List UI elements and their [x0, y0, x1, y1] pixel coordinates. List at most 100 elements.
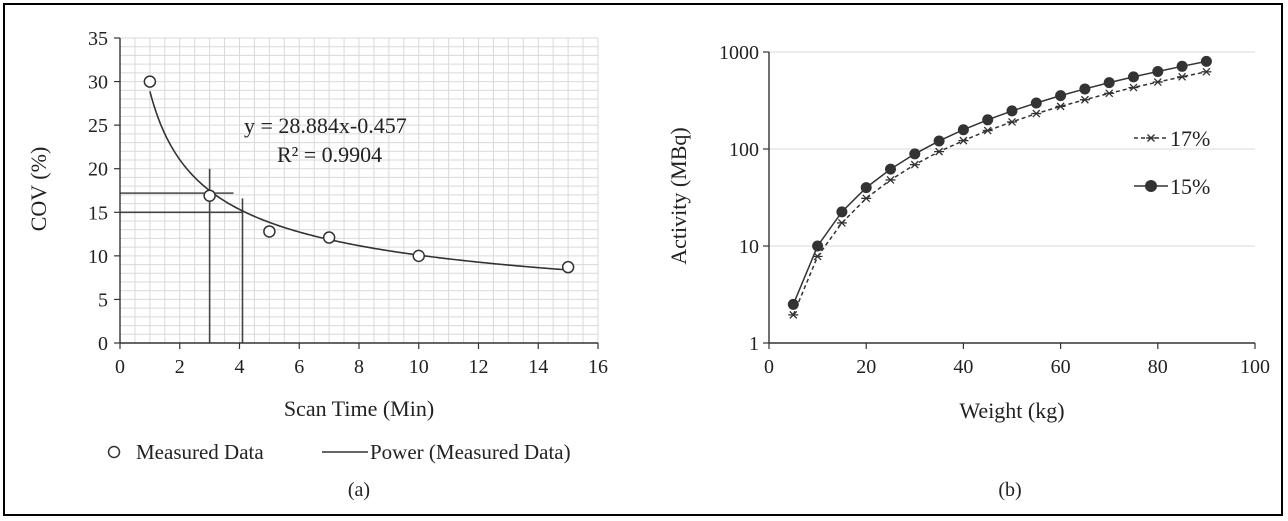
- legend-17-label: 17%: [1170, 126, 1210, 151]
- series-line-15: [792, 60, 1207, 305]
- legend-17-asterisk: [1146, 134, 1156, 142]
- asterisk-stroke: [1056, 102, 1065, 111]
- data-point-measured: [322, 231, 336, 244]
- chart-b: 0 20 40 60 80 100 1 10 100 1000 Weight (kg) Activ…: [666, 42, 1270, 501]
- asterisk-stroke: [1147, 134, 1155, 142]
- data-point-15: [1006, 105, 1018, 117]
- data-point-17: [1152, 78, 1163, 87]
- chart-b-ylabel: Activity (MBq): [666, 127, 691, 265]
- asterisk-stroke: [1032, 109, 1041, 118]
- y-tick-label: 15: [88, 202, 108, 224]
- data-point-15: [909, 148, 921, 160]
- x-tick-label: 4: [235, 356, 245, 378]
- legend-15-label: 15%: [1170, 174, 1210, 199]
- x-tick-label: 14: [528, 356, 548, 378]
- data-point-measured: [143, 75, 157, 88]
- chart-a-legend: Measured Data Power (Measured Data): [107, 440, 571, 464]
- data-point-measured: [561, 260, 575, 274]
- chart-a-trendline: [149, 91, 569, 271]
- y-tick-label: 30: [88, 72, 108, 94]
- data-point-15: [1103, 77, 1115, 89]
- chart-a-r-squared: R² = 0.9904: [277, 142, 382, 167]
- data-point-15: [1152, 65, 1164, 77]
- data-point-17: [1007, 118, 1017, 126]
- x-tick-label: 2: [175, 356, 185, 378]
- chart-b-axes: [768, 52, 1255, 344]
- x-tick-label: 0: [764, 356, 774, 378]
- x-tick-label: 10: [409, 356, 429, 378]
- chart-b-ticks: 0 20 40 60 80 100 1 10 100 1000: [719, 42, 1270, 378]
- data-point-17: [1079, 95, 1090, 104]
- chart-b-xlabel: Weight (kg): [959, 398, 1064, 423]
- asterisk-stroke: [837, 218, 846, 227]
- y-tick-label: 10: [739, 236, 759, 258]
- data-point-15: [885, 163, 896, 175]
- y-tick-label: 5: [98, 289, 108, 311]
- asterisk-stroke: [862, 194, 871, 203]
- x-tick-label: 40: [953, 356, 973, 378]
- legend-power-label: Power (Measured Data): [370, 440, 571, 464]
- data-point-17: [1055, 102, 1066, 111]
- x-tick-label: 16: [588, 356, 608, 378]
- data-point-15: [1079, 83, 1091, 95]
- data-point-15: [1176, 60, 1188, 72]
- data-point-17: [1201, 67, 1212, 76]
- x-tick-label: 8: [354, 356, 364, 378]
- data-point-15: [812, 240, 824, 252]
- x-tick-label: 12: [469, 356, 489, 378]
- asterisk-stroke: [983, 126, 992, 135]
- data-point-measured: [203, 189, 216, 202]
- data-point-15: [1128, 71, 1139, 83]
- x-tick-label: 60: [1051, 356, 1071, 378]
- y-tick-label: 20: [88, 159, 108, 181]
- x-tick-label: 100: [1240, 356, 1270, 378]
- asterisk-stroke: [959, 136, 968, 145]
- data-point-17: [982, 126, 993, 135]
- legend-15-marker: [1145, 180, 1157, 192]
- x-tick-label: 20: [856, 356, 876, 378]
- data-point-17: [788, 310, 799, 319]
- data-point-17: [861, 194, 872, 203]
- series-line-17: [792, 71, 1207, 316]
- x-tick-label: 0: [115, 356, 125, 378]
- chart-a-grid: [119, 37, 599, 344]
- y-tick-label: 1: [749, 333, 759, 355]
- asterisk-stroke: [1178, 72, 1187, 81]
- chart-a-caption: (a): [348, 479, 370, 501]
- chart-b-caption: (b): [998, 479, 1021, 501]
- asterisk-stroke: [813, 252, 822, 261]
- legend-measured-marker: [107, 445, 121, 459]
- data-point-17: [836, 218, 847, 227]
- legend-measured-label: Measured Data: [136, 440, 264, 464]
- data-point-measured: [263, 225, 276, 238]
- data-point-17: [934, 147, 945, 156]
- data-point-15: [982, 114, 994, 126]
- asterisk-stroke: [910, 160, 919, 169]
- data-point-17: [909, 160, 920, 169]
- chart-b-series: [787, 55, 1212, 319]
- asterisk-stroke: [1153, 78, 1162, 87]
- data-point-15: [1030, 97, 1042, 109]
- y-tick-label: 1000: [719, 42, 759, 64]
- y-tick-label: 100: [729, 139, 759, 161]
- data-point-15: [1055, 90, 1067, 102]
- data-point-17: [1177, 72, 1188, 81]
- data-point-measured: [412, 249, 425, 263]
- asterisk-stroke: [1129, 83, 1138, 92]
- chart-a: 0 2 4 6 8 10 12 14 16 0 5 10 15 20 25 30 35 y = 28.884x-…: [26, 28, 608, 501]
- asterisk-stroke: [789, 310, 798, 319]
- data-point-17: [812, 252, 823, 261]
- data-point-17: [958, 136, 969, 145]
- data-point-15: [860, 182, 872, 194]
- asterisk-stroke: [1008, 118, 1016, 126]
- legend-17-marker: [1146, 134, 1156, 142]
- chart-a-ylabel: COV (%): [26, 147, 51, 232]
- y-tick-label: 35: [88, 28, 108, 50]
- chart-a-points: [143, 75, 575, 274]
- data-point-17: [1128, 83, 1139, 92]
- data-point-15: [957, 124, 969, 136]
- x-tick-label: 80: [1148, 356, 1168, 378]
- chart-a-equation: y = 28.884x-0.457: [244, 113, 407, 138]
- asterisk-stroke: [1080, 95, 1089, 104]
